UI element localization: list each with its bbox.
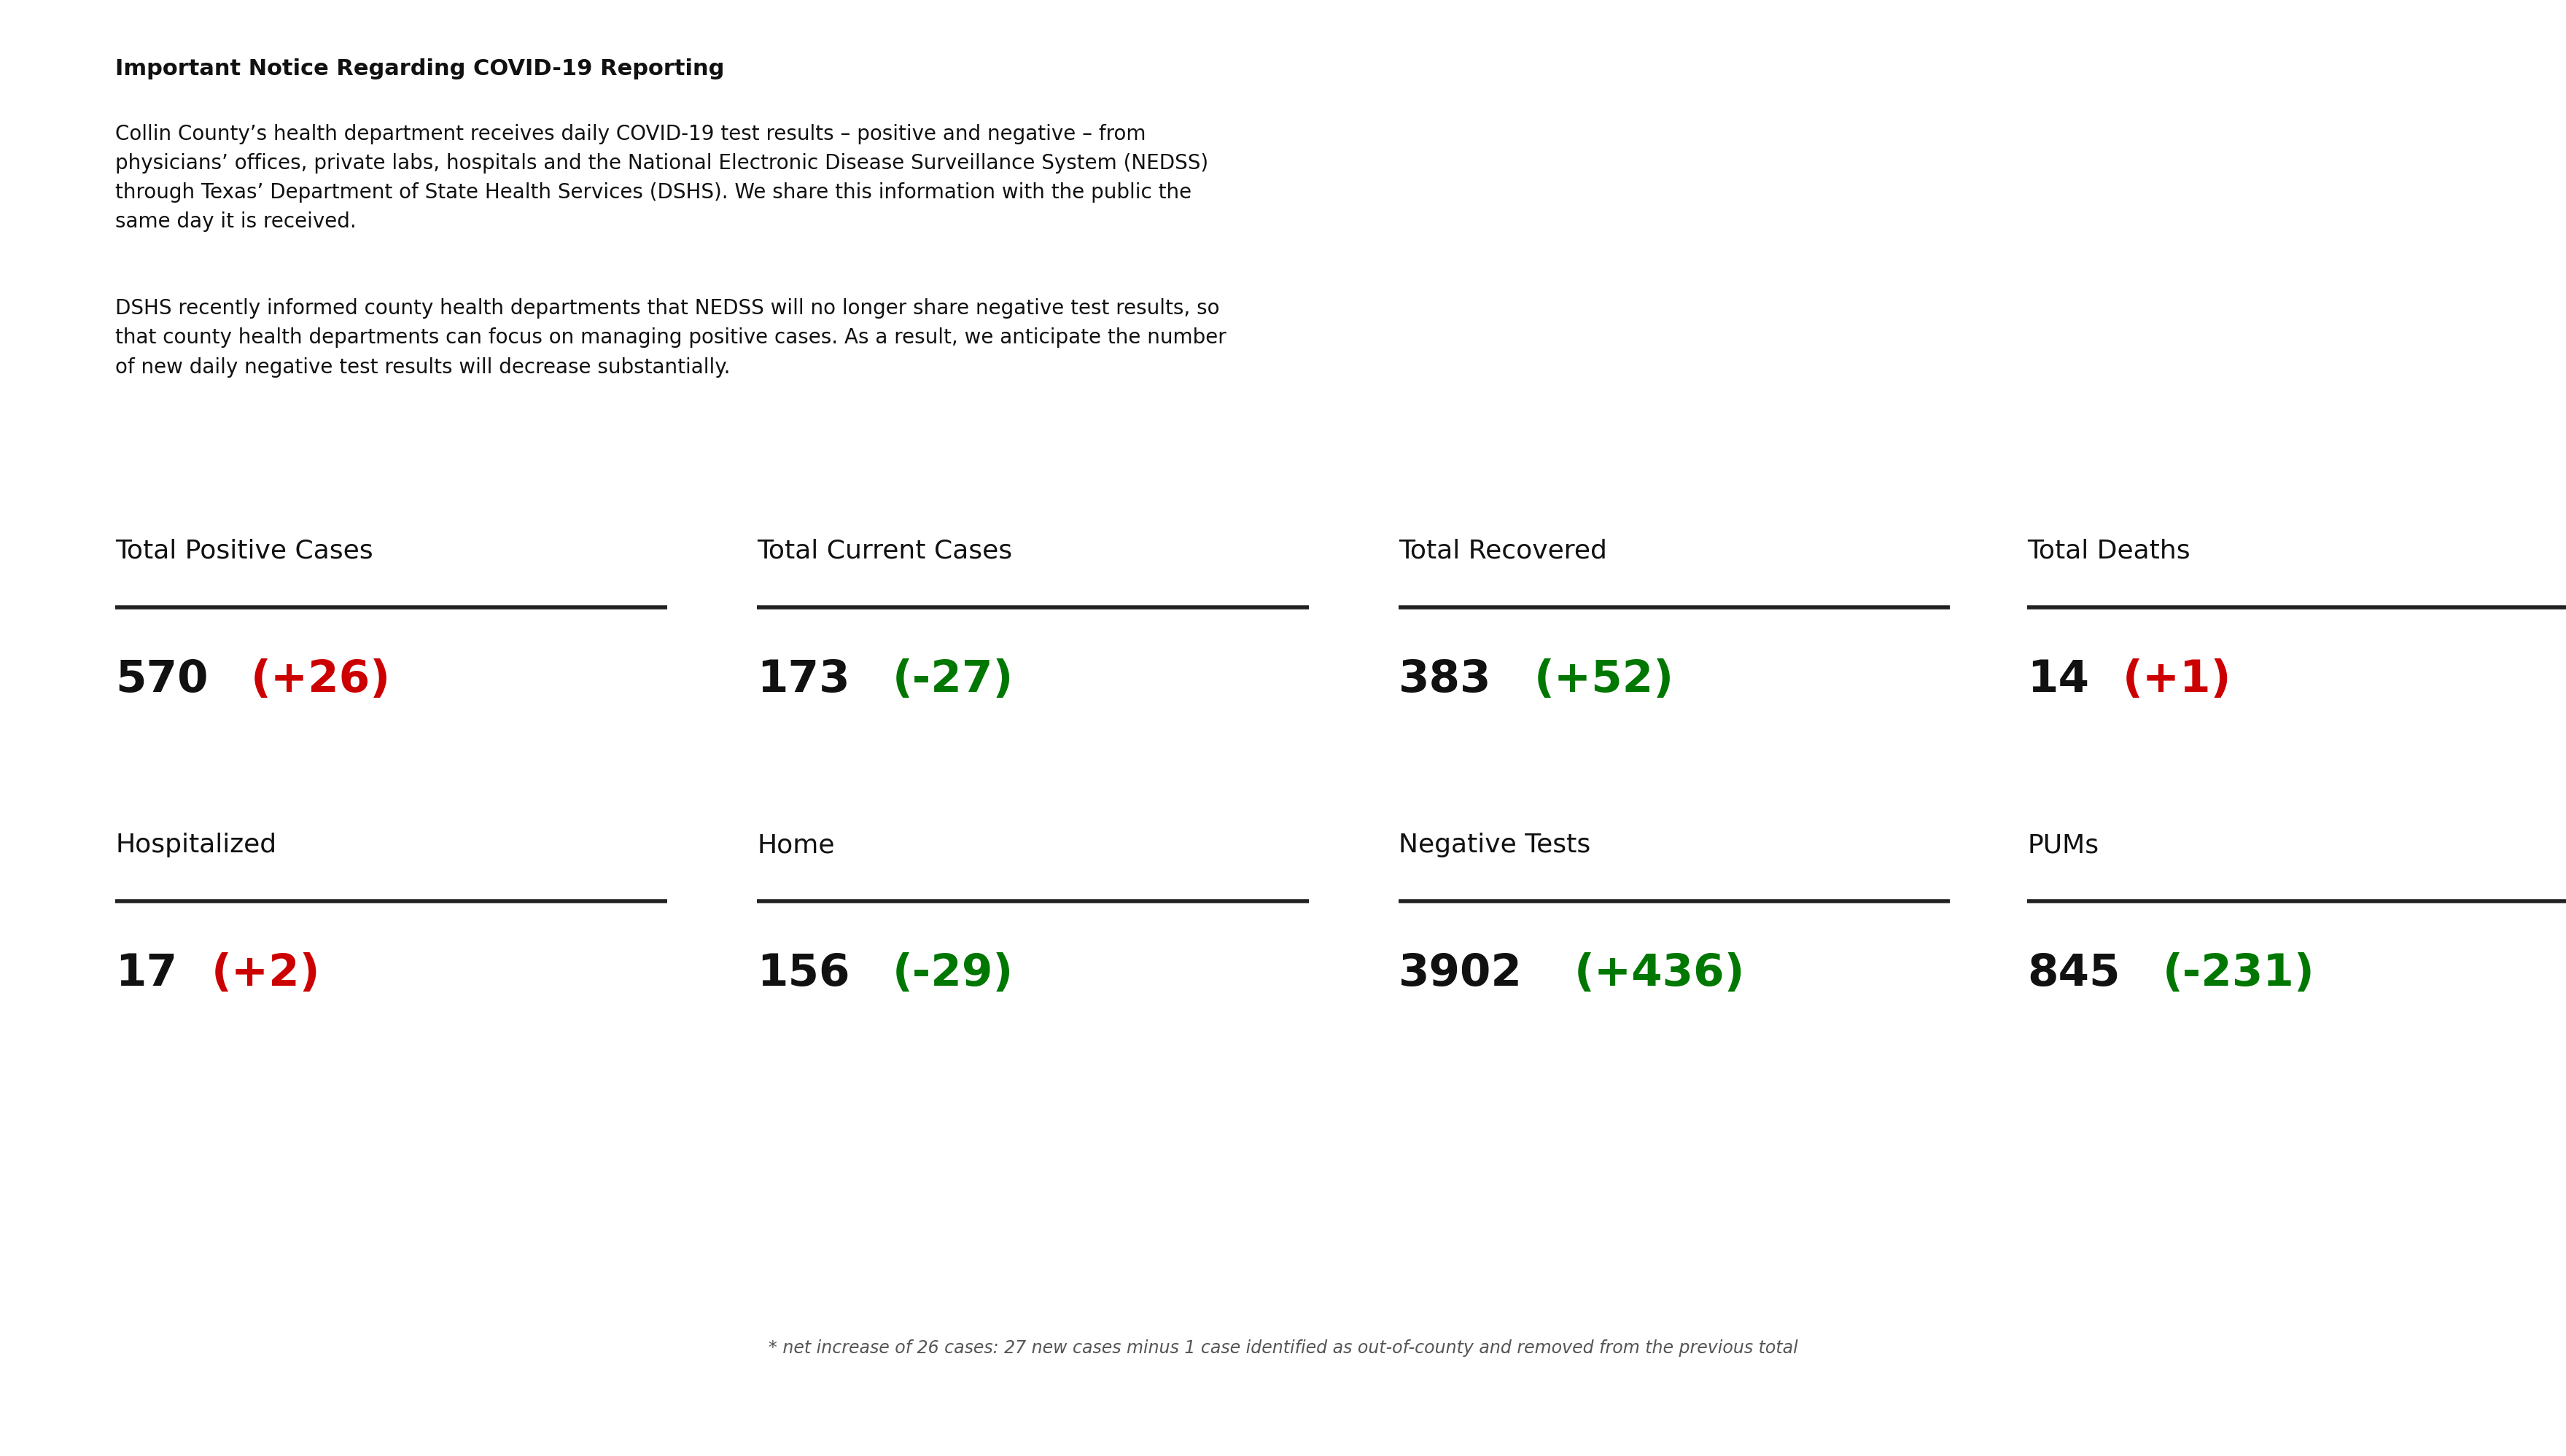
Text: Total Deaths: Total Deaths (2027, 539, 2191, 563)
Text: 173: 173 (757, 658, 849, 702)
Text: Negative Tests: Negative Tests (1398, 833, 1591, 858)
Text: (-27): (-27) (893, 658, 1014, 702)
Text: * net increase of 26 cases: 27 new cases minus 1 case identified as out-of-count: * net increase of 26 cases: 27 new cases… (767, 1340, 1799, 1357)
Text: Important Notice Regarding COVID-19 Reporting: Important Notice Regarding COVID-19 Repo… (115, 58, 724, 80)
Text: (+1): (+1) (2122, 658, 2232, 702)
Text: (-231): (-231) (2163, 952, 2315, 996)
Text: (-29): (-29) (893, 952, 1014, 996)
Text: 3902: 3902 (1398, 952, 1522, 996)
Text: (+26): (+26) (251, 658, 390, 702)
Text: Total Current Cases: Total Current Cases (757, 539, 1011, 563)
Text: PUMs: PUMs (2027, 833, 2099, 858)
Text: Total Recovered: Total Recovered (1398, 539, 1606, 563)
Text: Home: Home (757, 833, 834, 858)
Text: Hospitalized: Hospitalized (115, 833, 277, 858)
Text: 383: 383 (1398, 658, 1491, 702)
Text: 156: 156 (757, 952, 849, 996)
Text: 14: 14 (2027, 658, 2089, 702)
Text: Collin County’s health department receives daily COVID-19 test results – positiv: Collin County’s health department receiv… (115, 124, 1209, 232)
Text: Total Positive Cases: Total Positive Cases (115, 539, 372, 563)
Text: (+2): (+2) (210, 952, 321, 996)
Text: (+436): (+436) (1573, 952, 1745, 996)
Text: 845: 845 (2027, 952, 2120, 996)
Text: 570: 570 (115, 658, 208, 702)
Text: DSHS recently informed county health departments that NEDSS will no longer share: DSHS recently informed county health dep… (115, 298, 1227, 377)
Text: (+52): (+52) (1534, 658, 1673, 702)
Text: 17: 17 (115, 952, 177, 996)
